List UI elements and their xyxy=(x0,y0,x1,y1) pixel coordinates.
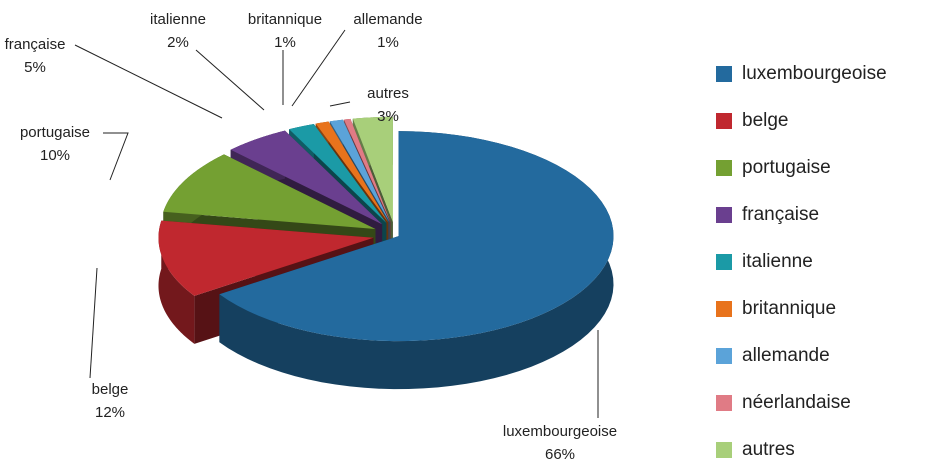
legend-swatch xyxy=(716,301,732,317)
data-label: 5% xyxy=(24,59,46,76)
data-label-name: allemande xyxy=(353,11,422,28)
legend-swatch xyxy=(716,442,732,458)
legend-label: française xyxy=(742,204,819,225)
legend-label: portugaise xyxy=(742,157,831,178)
legend-label: allemande xyxy=(742,345,830,366)
data-label: 1% xyxy=(377,34,399,51)
leader-line xyxy=(329,101,351,107)
leader-line xyxy=(291,29,346,107)
data-label-name: française xyxy=(5,36,66,53)
data-label-name: belge xyxy=(92,381,129,398)
leader-line xyxy=(89,267,98,379)
slice-top xyxy=(329,119,390,223)
legend-swatch xyxy=(716,113,732,129)
legend-swatch xyxy=(716,254,732,270)
data-label-name: portugaise xyxy=(20,124,90,141)
leader-line xyxy=(195,49,265,111)
pie-slice xyxy=(219,131,614,390)
data-label: 2% xyxy=(167,34,189,51)
slice-top xyxy=(219,131,614,342)
legend-label: autres xyxy=(742,439,795,460)
data-label: 1% xyxy=(274,34,296,51)
leader-line xyxy=(74,44,223,119)
legend-swatch xyxy=(716,160,732,176)
slice-side xyxy=(158,220,195,344)
data-label: 10% xyxy=(40,147,70,164)
legend-label: italienne xyxy=(742,251,813,272)
legend-label: belge xyxy=(742,110,789,131)
legend-swatch xyxy=(716,395,732,411)
slice-top xyxy=(163,154,376,229)
slice-top xyxy=(158,220,374,296)
data-label: 66% xyxy=(545,446,575,463)
slice-top xyxy=(230,130,383,225)
legend-label: britannique xyxy=(742,298,836,319)
slice-top xyxy=(343,118,391,223)
data-label: 12% xyxy=(95,404,125,421)
slice-top xyxy=(289,124,387,223)
data-label-name: britannique xyxy=(248,11,322,28)
slice-top xyxy=(315,121,389,223)
legend-swatch xyxy=(716,348,732,364)
leader-line xyxy=(103,132,129,181)
legend-label: néerlandaise xyxy=(742,392,851,413)
slice-top xyxy=(352,116,393,222)
legend-swatch xyxy=(716,66,732,82)
legend-label: luxembourgeoise xyxy=(742,63,887,84)
data-label-name: luxembourgeoise xyxy=(503,423,617,440)
data-label: 3% xyxy=(377,108,399,125)
legend-swatch xyxy=(716,207,732,223)
data-label-name: autres xyxy=(367,85,409,102)
data-label-name: italienne xyxy=(150,11,206,28)
